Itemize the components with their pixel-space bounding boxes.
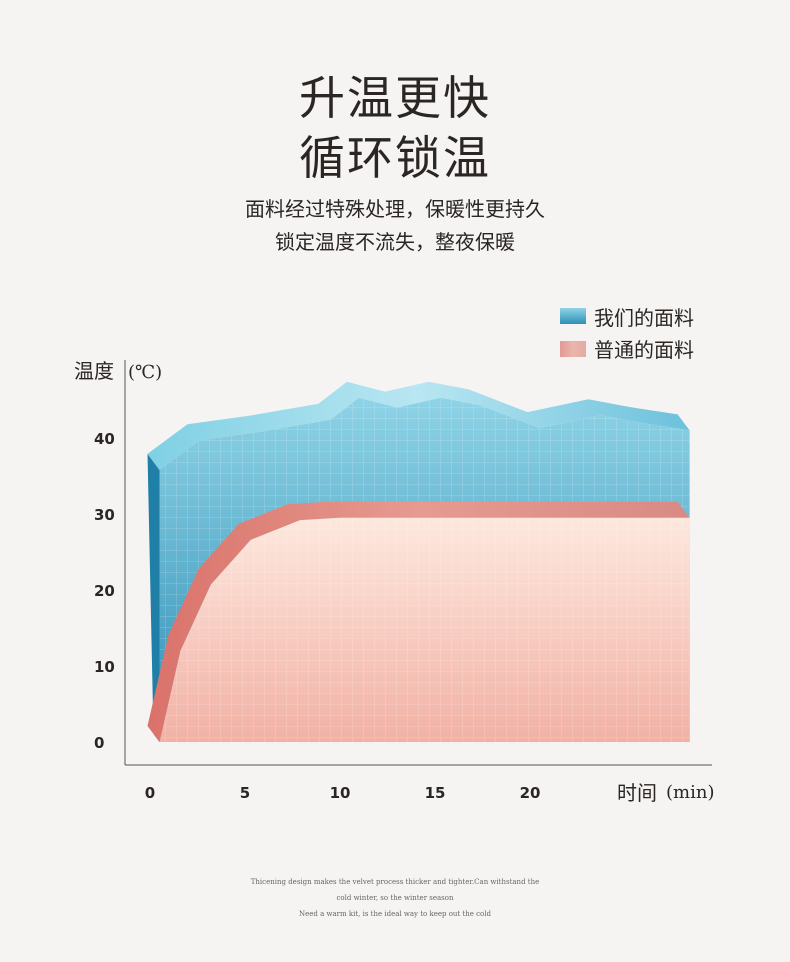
legend-swatch-ours (560, 308, 586, 324)
y-axis-label: 温度 (74, 359, 114, 383)
footer-line-2: cold winter, so the winter season (336, 894, 454, 902)
x-axis-label: 时间 (617, 781, 657, 805)
x-axis-unit: (min) (666, 782, 714, 803)
x-tick-label: 0 (145, 784, 155, 802)
y-tick-label: 0 (94, 734, 104, 752)
x-tick-label: 5 (240, 784, 250, 802)
y-axis-unit: (℃) (128, 362, 162, 383)
legend-label-ours: 我们的面料 (594, 306, 694, 330)
x-tick-label: 20 (520, 784, 541, 802)
area-side-0 (147, 453, 160, 742)
x-tick-label: 15 (425, 784, 446, 802)
title-line-1: 升温更快 (299, 71, 491, 125)
y-tick-label: 10 (94, 658, 115, 676)
y-tick-label: 30 (94, 506, 115, 524)
title-line-2: 循环锁温 (299, 131, 491, 185)
footer-line-3: Need a warm kit, is the ideal way to kee… (298, 910, 491, 918)
y-tick-label: 40 (94, 430, 115, 448)
legend-swatch-regular (560, 341, 586, 357)
legend-label-regular: 普通的面料 (594, 338, 694, 362)
footer-line-1: Thicening design makes the velvet proces… (250, 878, 540, 886)
subtitle-line-2: 锁定温度不流失，整夜保暖 (275, 230, 515, 254)
x-tick-label: 10 (330, 784, 351, 802)
subtitle-line-1: 面料经过特殊处理，保暖性更持久 (245, 197, 545, 221)
y-tick-label: 20 (94, 582, 115, 600)
area-top-0 (147, 381, 690, 470)
area-grid-1 (159, 517, 690, 742)
